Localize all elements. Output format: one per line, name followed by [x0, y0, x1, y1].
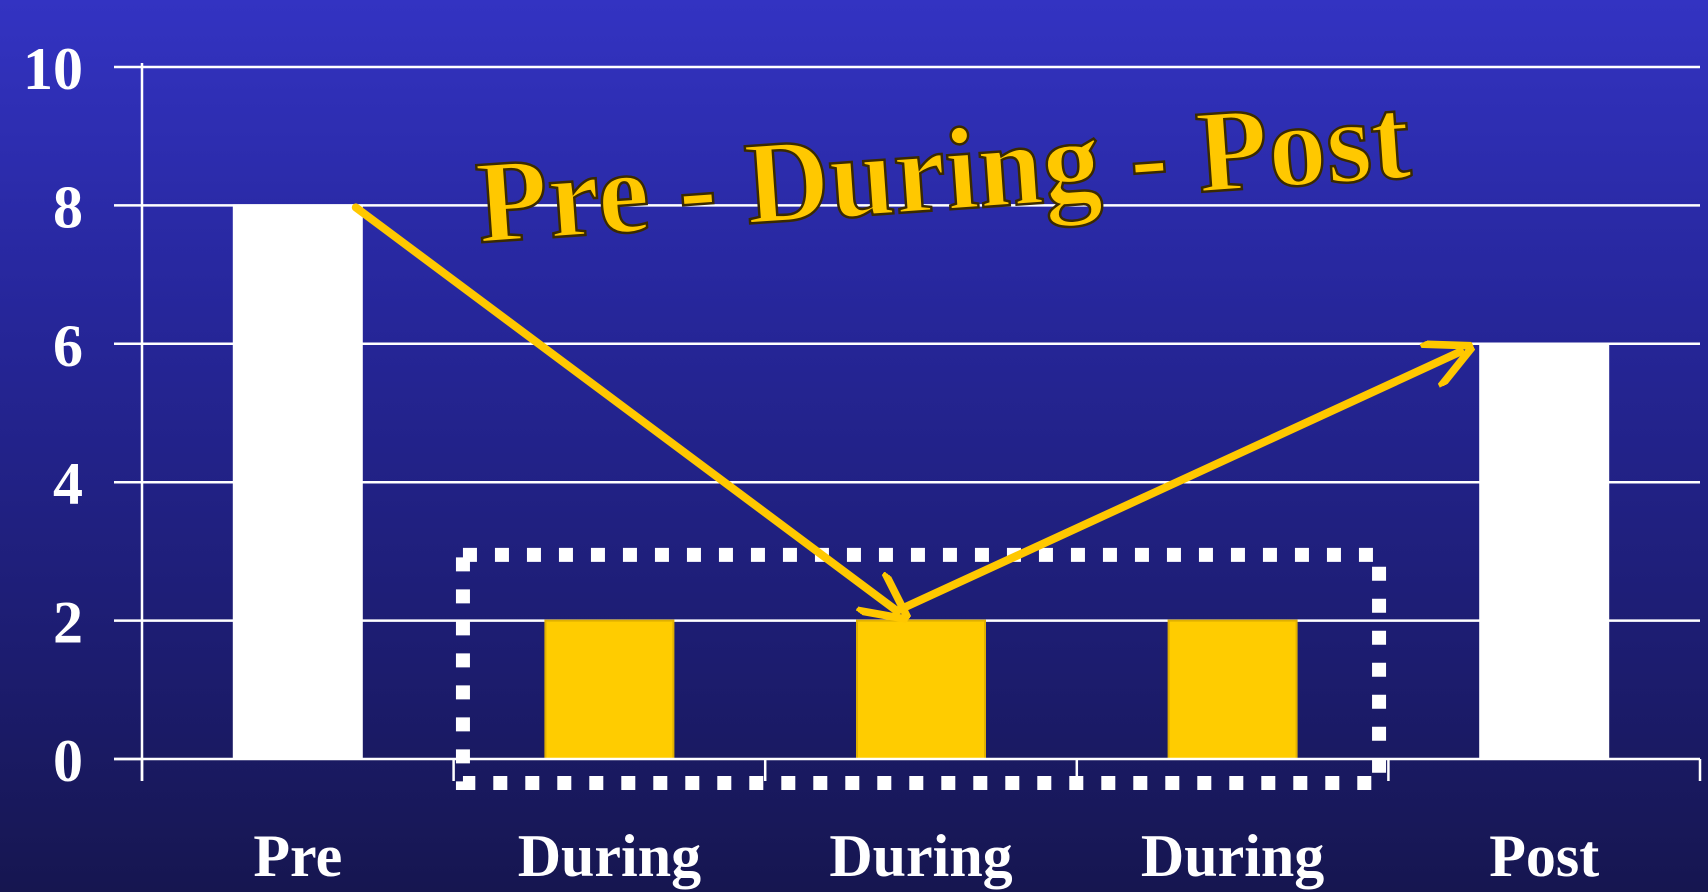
- x-category-label: During: [518, 823, 701, 889]
- trend-arrow: [893, 352, 1460, 615]
- y-tick-label: 0: [53, 728, 83, 794]
- bar: [856, 619, 986, 760]
- bars: [232, 204, 1610, 760]
- during-highlight-box: [455, 547, 1387, 790]
- chart-title: Pre - During - Post: [472, 72, 1414, 268]
- axes: [114, 63, 1702, 781]
- x-category-label: During: [829, 823, 1012, 889]
- gridlines: [142, 65, 1700, 622]
- trend-arrow: [351, 203, 897, 611]
- x-category-label: Post: [1489, 823, 1599, 889]
- y-tick-label: 6: [53, 313, 83, 379]
- y-tick-label: 8: [53, 174, 83, 240]
- highlight-box: [455, 547, 1387, 790]
- trend-arrows: [351, 203, 1460, 615]
- bar: [1167, 619, 1298, 760]
- y-tick-label: 2: [53, 590, 83, 656]
- y-tick-label: 10: [23, 36, 83, 102]
- y-tick-label: 4: [53, 451, 83, 517]
- y-tick-labels: 0 2 4 6 8 10: [23, 36, 83, 794]
- bar: [544, 619, 675, 760]
- bar: [1479, 342, 1610, 760]
- bar: [232, 204, 363, 760]
- x-tick-labels: Pre During During During Post: [253, 823, 1599, 889]
- x-category-label: During: [1141, 823, 1324, 889]
- x-category-label: Pre: [253, 823, 342, 889]
